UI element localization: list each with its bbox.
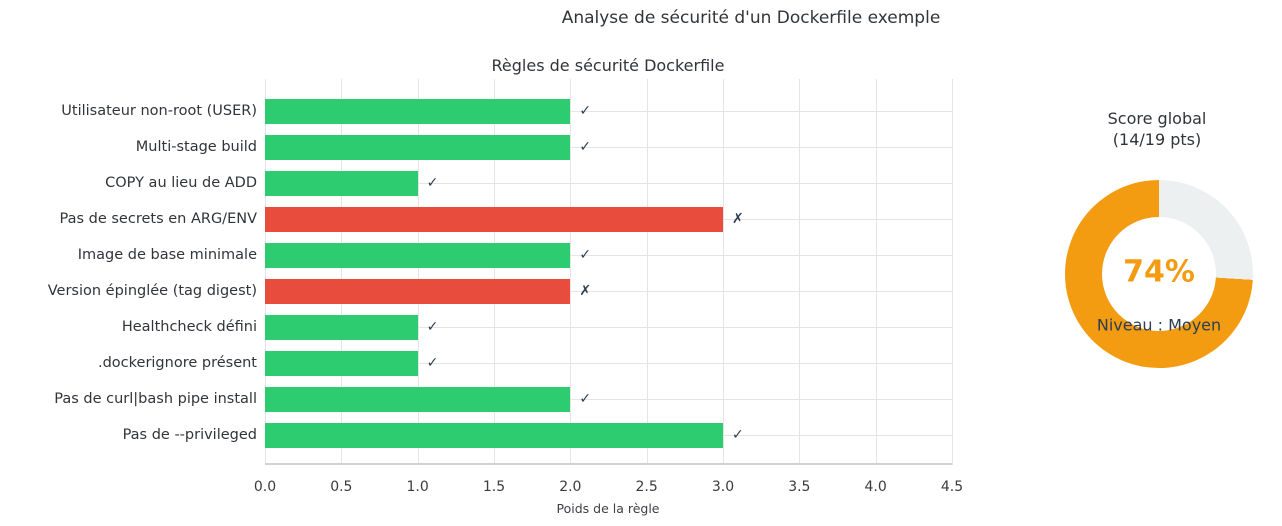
y-gridline xyxy=(265,363,952,364)
figure-title: Analyse de sécurité d'un Dockerfile exem… xyxy=(561,8,941,28)
x-axis-title: Poids de la règle xyxy=(556,501,660,516)
rule-bar xyxy=(265,278,571,304)
x-gridline xyxy=(494,79,495,465)
y-gridline xyxy=(265,183,952,184)
pass-mark-icon: ✓ xyxy=(732,427,744,443)
x-tick-label: 1.0 xyxy=(406,479,429,495)
y-category-label: Healthcheck défini xyxy=(121,319,257,335)
x-tick-label: 3.5 xyxy=(788,479,811,495)
x-gridline xyxy=(341,79,343,465)
donut-title-line2: (14/19 pts) xyxy=(1112,130,1202,149)
donut-title: Score global (14/19 pts) xyxy=(1108,108,1207,150)
x-gridline xyxy=(875,79,877,465)
donut-level-label: Niveau : Moyen xyxy=(1096,315,1222,335)
y-gridline xyxy=(265,147,952,148)
donut-percent-label: 74% xyxy=(1123,254,1195,290)
pass-mark-icon: ✓ xyxy=(579,391,592,407)
y-gridline xyxy=(265,327,952,328)
bar-chart-title: Règles de sécurité Dockerfile xyxy=(491,56,725,75)
x-gridline xyxy=(265,79,266,465)
x-tick-label: 0.0 xyxy=(253,479,277,495)
x-tick-label: 2.0 xyxy=(559,479,582,495)
y-gridline xyxy=(265,399,952,400)
y-gridline xyxy=(265,255,952,256)
x-tick-label: 2.5 xyxy=(635,479,658,495)
bar-chart-plot-area: ✓ ✓ ✓ ✗ ✓ ✗ ✓ ✓ ✓ ✓ xyxy=(265,79,953,465)
rule-bar xyxy=(265,206,723,232)
donut-title-line1: Score global xyxy=(1107,109,1207,128)
pass-mark-icon: ✓ xyxy=(579,103,592,119)
pass-mark-icon: ✓ xyxy=(426,355,439,371)
pass-mark-icon: ✓ xyxy=(426,175,439,191)
x-axis-line xyxy=(265,463,952,465)
y-category-label: Pas de curl|bash pipe install xyxy=(54,391,257,407)
rule-bar xyxy=(265,134,571,160)
x-tick-label: 4.0 xyxy=(864,479,887,495)
rule-bar xyxy=(265,314,418,340)
donut-chart: 74% Niveau : Moyen xyxy=(1065,180,1253,368)
pass-mark-icon: ✓ xyxy=(579,247,592,263)
fail-mark-icon: ✗ xyxy=(579,283,592,299)
rule-bar xyxy=(265,386,571,412)
y-category-label: Multi-stage build xyxy=(135,139,257,155)
x-gridline xyxy=(646,79,648,465)
x-axis-ticks: 0.0 0.5 1.0 1.5 2.0 2.5 3.0 3.5 4.0 4.5 xyxy=(254,478,963,496)
x-gridline xyxy=(723,79,724,465)
fail-mark-icon: ✗ xyxy=(732,211,744,227)
x-gridline xyxy=(570,79,572,465)
rule-bar xyxy=(265,98,571,124)
rule-bar xyxy=(265,422,723,448)
y-axis-labels: Utilisateur non-root (USER) Multi-stage b… xyxy=(0,79,257,465)
x-tick-label: 4.5 xyxy=(940,479,964,495)
y-category-label: Pas de --privileged xyxy=(122,427,257,443)
pass-mark-icon: ✓ xyxy=(579,139,592,155)
y-category-label: Image de base minimale xyxy=(77,247,257,263)
y-gridline xyxy=(265,291,952,292)
x-gridline xyxy=(799,79,801,465)
y-category-label: Utilisateur non-root (USER) xyxy=(61,103,257,119)
donut-hole xyxy=(1102,217,1216,331)
x-gridline xyxy=(417,79,419,465)
y-gridline xyxy=(265,111,952,112)
y-category-label: Version épinglée (tag digest) xyxy=(47,283,257,299)
x-gridline xyxy=(952,79,953,465)
x-tick-label: 3.0 xyxy=(711,479,735,495)
rule-bar xyxy=(265,170,418,196)
x-tick-label: 0.5 xyxy=(330,479,353,495)
x-tick-label: 1.5 xyxy=(482,479,506,495)
y-category-label: COPY au lieu de ADD xyxy=(105,175,257,191)
y-category-label: .dockerignore présent xyxy=(97,355,257,371)
rule-bar xyxy=(265,350,418,376)
y-category-label: Pas de secrets en ARG/ENV xyxy=(59,211,258,227)
pass-mark-icon: ✓ xyxy=(426,319,439,335)
rule-bar xyxy=(265,242,571,268)
